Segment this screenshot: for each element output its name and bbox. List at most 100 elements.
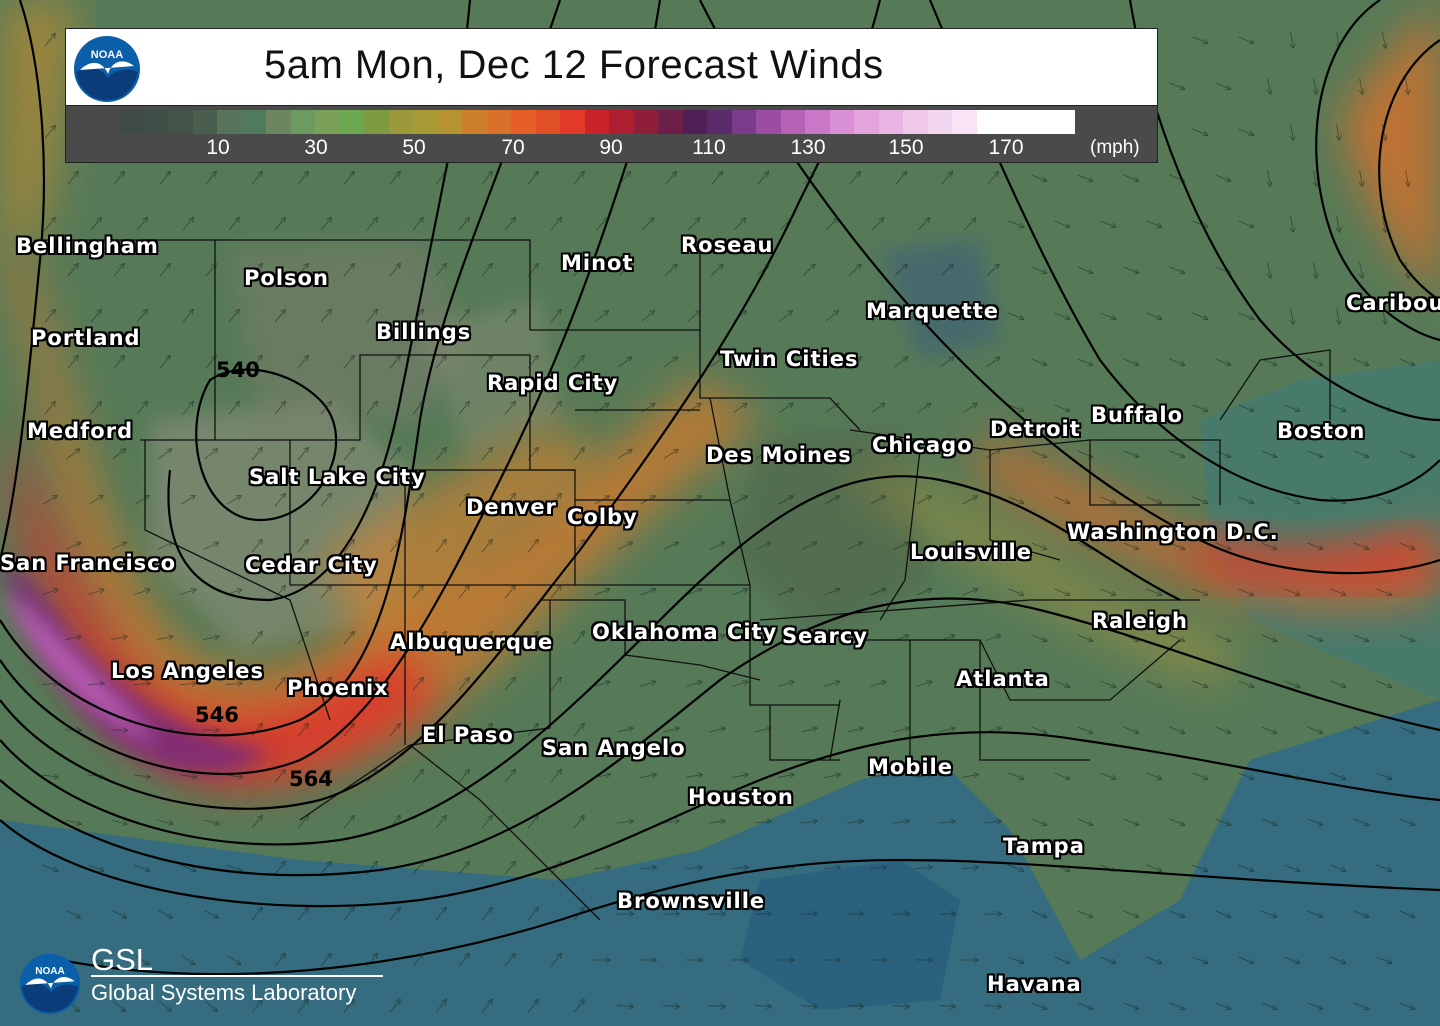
wind-vector-arrow [111,909,126,917]
wind-vector-arrow [596,218,608,231]
wind-vector-arrow [412,310,423,323]
wind-vector-arrow [343,356,354,369]
wind-vector-arrow [893,635,909,642]
wind-vector-arrow [824,589,840,596]
wind-vector-arrow [641,404,654,413]
wind-vector-arrow [686,496,701,505]
wind-vector-arrow [1169,1002,1185,1009]
wind-vector-arrow [1238,312,1254,319]
wind-vector-arrow [573,908,584,921]
city-label-mobile: Mobile [868,755,953,779]
wind-vector-arrow [662,1006,679,1007]
wind-vector-arrow [1100,680,1116,687]
wind-vector-arrow [872,218,884,231]
wind-vector-arrow [1353,542,1369,549]
wind-vector-arrow [41,683,58,684]
wind-vector-arrow [42,775,58,777]
wind-vector-arrow [1077,910,1093,917]
wind-vector-arrow [366,402,377,415]
wind-vector-arrow [251,356,262,369]
wind-vector-arrow [824,682,839,687]
wind-vector-arrow [617,635,633,642]
wind-vector-arrow [435,908,446,921]
wind-vector-arrow [134,590,149,595]
wind-vector-arrow [343,908,354,921]
wind-vector-arrow [754,1006,771,1007]
wind-vector-arrow [1192,864,1208,871]
wind-vector-arrow [274,218,285,231]
wind-vector-arrow [1360,262,1363,278]
wind-vector-arrow [849,172,860,185]
city-label-albuquerque: Albuquerque [390,630,554,654]
wind-vector-arrow [550,402,561,415]
wind-vector-arrow [458,954,469,967]
wind-vector-arrow [504,586,515,599]
wind-vector-arrow [180,496,195,505]
wind-vector-arrow [1261,542,1277,549]
wind-vector-arrow [228,218,239,231]
wind-vector-arrow [389,816,400,829]
wind-vector-arrow [204,1000,217,1011]
wind-vector-arrow [1376,864,1392,871]
wind-vector-arrow [1376,956,1392,963]
city-label-polson: Polson [244,266,329,290]
wind-vector-arrow [1238,128,1254,135]
wind-vector-arrow [504,862,515,875]
wind-vector-arrow [1399,818,1415,825]
wind-vector-arrow [90,218,101,231]
wind-vector-arrow [88,496,103,505]
wind-vector-arrow [939,450,954,459]
wind-vector-arrow [504,678,515,691]
wind-vector-arrow [1268,170,1271,186]
wind-vector-arrow [617,728,633,733]
wind-vector-arrow [135,955,148,965]
legend-tick-50: 50 [402,136,426,159]
wind-vector-arrow [1169,726,1185,733]
wind-vector-arrow [412,954,423,967]
wind-vector-arrow [1330,680,1346,687]
wind-vector-arrow [780,218,792,231]
wind-vector-arrow [1008,680,1024,687]
legend-swatch [1001,110,1026,134]
wind-vector-arrow [1192,220,1208,227]
wind-vector-arrow [481,448,492,461]
wind-vector-arrow [939,821,955,823]
wind-vector-arrow [917,311,930,322]
wind-vector-arrow [527,540,538,553]
wind-vector-arrow [1353,818,1369,825]
legend-swatch [952,110,977,134]
wind-vector-arrow [111,543,127,550]
wind-vector-arrow [1261,910,1277,917]
wind-vector-arrow [1399,634,1415,641]
wind-vector-arrow [1031,818,1047,825]
wind-vector-arrow [1307,542,1323,549]
legend-unit: (mph) [1090,137,1140,158]
wind-vector-arrow [205,356,216,369]
wind-vector-arrow [1008,496,1024,503]
wind-vector-arrow [847,543,862,550]
wind-vector-arrow [203,636,219,641]
wind-vector-arrow [1054,404,1070,411]
wind-vector-arrow [481,724,492,737]
legend-swatch [829,110,854,134]
wind-vector-arrow [134,864,150,871]
wind-vector-arrow [848,357,862,368]
wind-vector-arrow [228,310,239,323]
city-label-portland: Portland [31,326,141,350]
wind-vector-arrow [1192,772,1208,779]
wind-vector-arrow [918,218,930,231]
wind-vector-arrow [987,172,998,185]
svg-text:NOAA: NOAA [35,966,65,977]
wind-vector-arrow [274,862,285,875]
wind-vector-arrow [389,632,400,645]
wind-vector-arrow [44,402,55,415]
wind-vector-arrow [594,682,609,687]
wind-vector-arrow [1054,864,1070,871]
wind-vector-arrow [435,540,446,553]
wind-vector-arrow [963,404,976,413]
wind-vector-arrow [274,586,285,599]
city-label-des-moines: Des Moines [706,443,852,467]
wind-vector-arrow [1238,956,1254,963]
wind-vector-arrow [527,356,538,369]
wind-vector-arrow [251,908,262,921]
